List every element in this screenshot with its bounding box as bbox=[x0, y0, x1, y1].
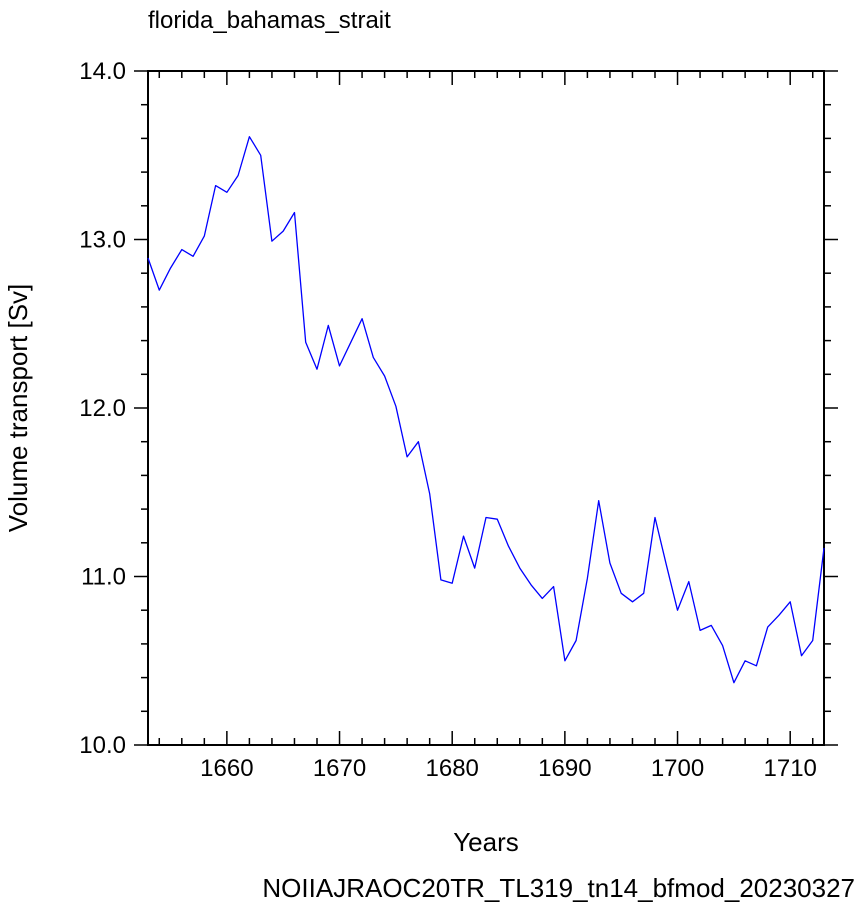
tick-labels: 1660 1670 1680 1690 1700 1710 10.0 11.0 12.0 13.0… bbox=[79, 58, 817, 782]
chart-title: florida_bahamas_strait bbox=[148, 7, 391, 34]
axis-ticks bbox=[134, 70, 838, 746]
x-tick-label: 1680 bbox=[426, 755, 479, 782]
footer-run-id: NOIIAJRAOC20TR_TL319_tn14_bfmod_20230327 bbox=[262, 873, 855, 903]
x-tick-label: 1710 bbox=[764, 755, 817, 782]
x-axis-label: Years bbox=[453, 827, 519, 857]
x-tick-label: 1700 bbox=[651, 755, 704, 782]
y-tick-label: 11.0 bbox=[81, 564, 126, 591]
x-tick-label: 1670 bbox=[313, 755, 366, 782]
series-line bbox=[147, 136, 825, 684]
x-tick-label: 1660 bbox=[200, 755, 253, 782]
plot-area: 1660 1670 1680 1690 1700 1710 10.0 11.0 12.0 13.0… bbox=[79, 58, 838, 782]
y-tick-label: 10.0 bbox=[79, 732, 126, 759]
y-tick-label: 12.0 bbox=[79, 395, 126, 422]
y-tick-label: 14.0 bbox=[79, 58, 126, 85]
plot-frame bbox=[147, 70, 825, 746]
y-tick-label: 13.0 bbox=[79, 227, 126, 254]
x-tick-label: 1690 bbox=[538, 755, 591, 782]
y-axis-label: Volume transport [Sv] bbox=[3, 284, 33, 533]
